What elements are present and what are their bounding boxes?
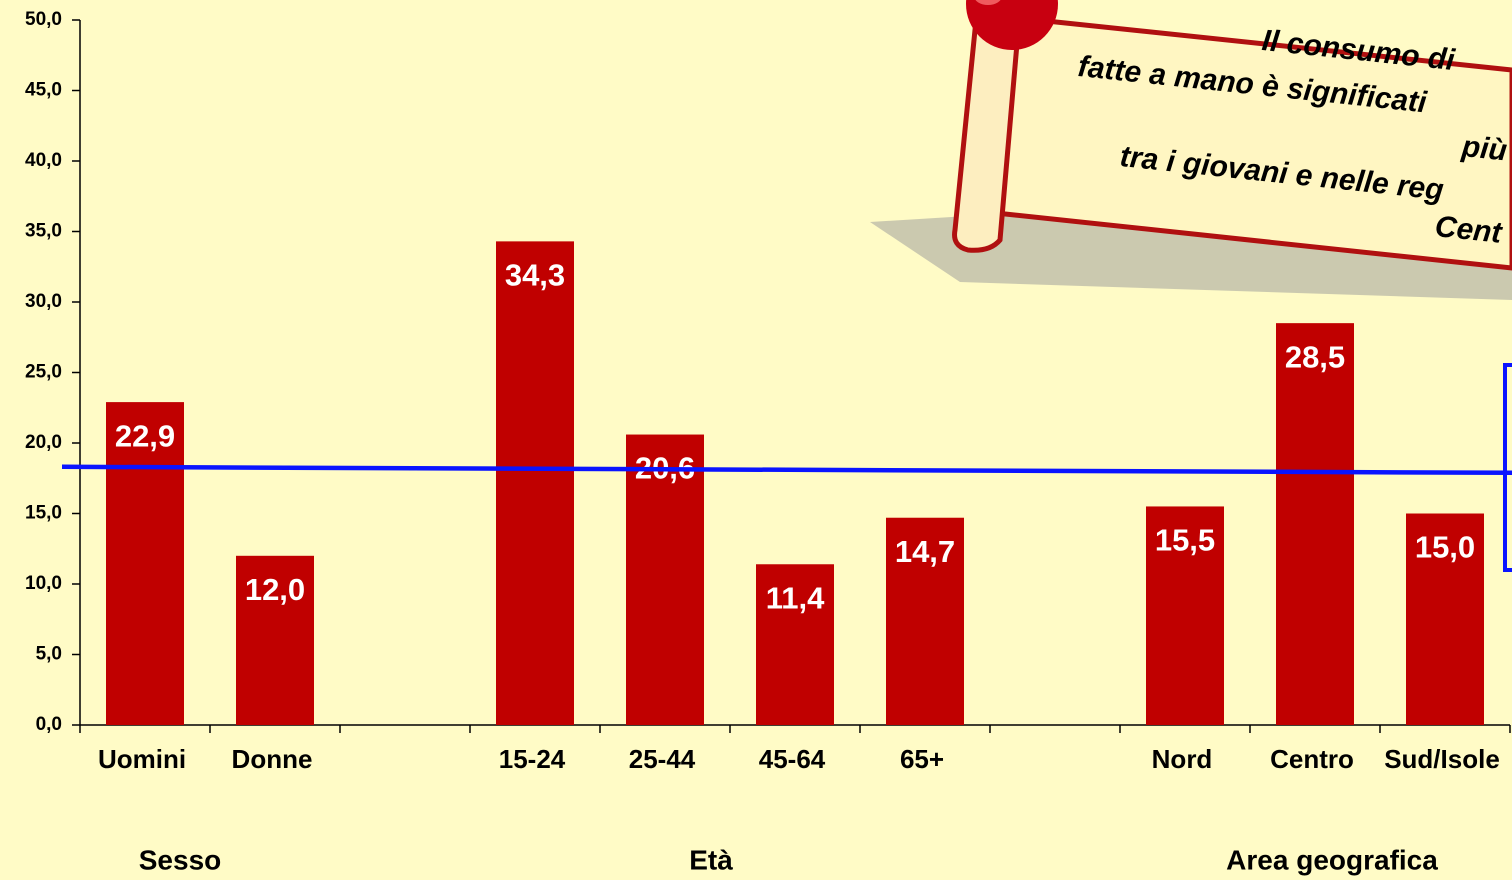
y-tick-label: 40,0 xyxy=(25,150,62,171)
x-tick-label: 25-44 xyxy=(629,744,696,774)
x-tick-label: Nord xyxy=(1152,744,1213,774)
bar xyxy=(106,402,184,725)
y-tick-label: 45,0 xyxy=(25,80,62,101)
y-tick-label: 15,0 xyxy=(25,503,62,524)
group-label: Età xyxy=(689,844,733,875)
pin-highlight xyxy=(975,0,1001,5)
note-text: Cent xyxy=(1433,210,1505,250)
value-label: 15,0 xyxy=(1415,530,1475,565)
bar xyxy=(1276,323,1354,725)
side-box xyxy=(1503,363,1512,572)
x-tick-label: 15-24 xyxy=(499,744,566,774)
bar xyxy=(1406,513,1484,725)
value-label: 14,7 xyxy=(895,534,955,569)
y-tick-label: 30,0 xyxy=(25,291,62,312)
group-label: Sesso xyxy=(139,844,222,875)
value-label: 22,9 xyxy=(115,418,175,453)
bar xyxy=(1146,506,1224,725)
y-tick-label: 35,0 xyxy=(25,221,62,242)
y-tick-label: 50,0 xyxy=(25,9,62,30)
value-label: 15,5 xyxy=(1155,523,1215,558)
value-label: 11,4 xyxy=(766,580,825,615)
y-tick-label: 10,0 xyxy=(25,573,62,594)
bar xyxy=(886,517,964,725)
y-tick-label: 5,0 xyxy=(36,644,62,665)
x-tick-label: 65+ xyxy=(900,744,944,774)
y-tick-label: 20,0 xyxy=(25,432,62,453)
x-tick-label: Centro xyxy=(1270,744,1354,774)
group-label: Area geografica xyxy=(1226,844,1438,875)
value-label: 34,3 xyxy=(505,258,565,293)
bar xyxy=(236,555,314,725)
value-label: 28,5 xyxy=(1285,339,1345,374)
x-tick-label: Uomini xyxy=(98,744,186,774)
x-tick-label: 45-64 xyxy=(759,744,826,774)
value-label: 12,0 xyxy=(245,572,305,607)
bar xyxy=(756,564,834,725)
y-tick-label: 0,0 xyxy=(36,714,62,735)
x-tick-label: Donne xyxy=(232,744,313,774)
note-text: più xyxy=(1459,130,1508,168)
reference-line xyxy=(61,464,1512,476)
note-shadow xyxy=(870,214,1512,300)
y-tick-label: 25,0 xyxy=(25,362,62,383)
bar xyxy=(496,241,574,725)
note-scroll xyxy=(952,27,1021,253)
bar xyxy=(626,434,704,725)
pin-head xyxy=(966,0,1058,50)
x-tick-label: Sud/Isole xyxy=(1384,744,1500,774)
